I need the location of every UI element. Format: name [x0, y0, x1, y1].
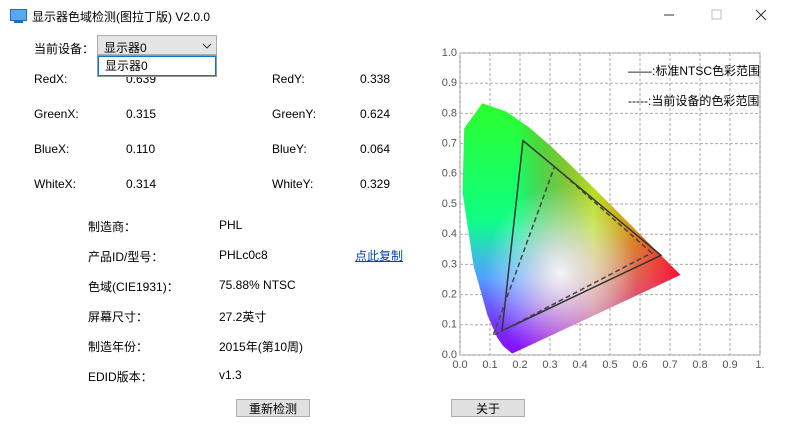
y-tick-label: 0.6 [442, 168, 457, 180]
legend-entry: ——:标准NTSC色彩范围 [628, 64, 760, 78]
info-value: v1.3 [219, 368, 242, 382]
coord-value: 0.110 [126, 142, 156, 156]
device-label: 当前设备： [34, 42, 95, 56]
x-tick-label: 0.0 [452, 359, 467, 371]
dropdown-option[interactable]: 显示器0 [98, 56, 216, 76]
x-tick-label: 0.3 [542, 359, 557, 371]
x-tick-label: 0.2 [512, 359, 527, 371]
info-value: 2015年(第10周) [219, 340, 304, 354]
y-tick-label: 0.2 [442, 289, 457, 301]
coord-label: RedX: [34, 72, 68, 86]
device-select-value: 显示器0 [104, 41, 147, 55]
coord-label: GreenX: [34, 107, 79, 121]
dropdown-arrow [202, 43, 212, 49]
x-tick-label: 1. [755, 359, 764, 371]
gamut-triangle [501, 139, 663, 333]
legend-entry: -----:当前设备的色彩范围 [628, 93, 759, 108]
y-tick-label: 0.8 [442, 107, 457, 119]
coord-value: 0.624 [360, 107, 391, 121]
dropdown-list: 显示器0 [97, 55, 217, 77]
y-tick-label: 0.9 [442, 77, 457, 89]
coord-label: BlueX: [34, 142, 70, 156]
coord-label: BlueY: [272, 142, 307, 156]
device-select[interactable]: 显示器0 [97, 35, 217, 55]
x-tick-label: 0.5 [602, 359, 617, 371]
y-tick-label: 0.0 [442, 349, 457, 361]
info-label: 色域(CIE1931)： [88, 280, 179, 294]
copy-link[interactable]: 点此复制 [355, 249, 404, 263]
x-tick-label: 0.6 [632, 359, 647, 371]
info-label: 屏幕尺寸： [88, 310, 149, 324]
x-tick-label: 0.8 [692, 359, 707, 371]
x-tick-label: 0.7 [662, 359, 677, 371]
app-icon [10, 9, 27, 21]
coord-value: 0.064 [360, 142, 391, 156]
info-value: PHLc0c8 [219, 248, 268, 262]
coord-label: GreenY: [272, 107, 317, 121]
close-button[interactable] [755, 9, 767, 21]
info-value: 27.2英寸 [219, 310, 267, 324]
info-label: 制造年份： [88, 340, 149, 354]
coord-label: WhiteY: [272, 177, 314, 191]
info-label: EDID版本： [88, 370, 153, 384]
y-tick-label: 0.3 [442, 258, 457, 270]
y-tick-label: 0.5 [442, 198, 457, 210]
spectral-locus [462, 103, 681, 354]
window-controls [664, 9, 767, 21]
coord-value: 0.329 [360, 177, 391, 191]
x-tick-label: 0.4 [572, 359, 587, 371]
y-tick-label: 0.1 [442, 319, 457, 331]
info-label: 制造商： [88, 220, 137, 234]
window-title: 显示器色域检测(图拉丁版) V2.0.0 [32, 10, 211, 24]
coord-value: 0.338 [360, 72, 391, 86]
coord-label: RedY: [272, 72, 305, 86]
about-button[interactable]: 关于 [451, 399, 525, 417]
info-value: 75.88% NTSC [219, 278, 296, 292]
x-tick-label: 0.9 [722, 359, 737, 371]
app-icon-stand [14, 21, 23, 23]
coord-label: WhiteX: [34, 177, 77, 191]
coord-value: 0.315 [126, 107, 157, 121]
maximize-button[interactable] [711, 9, 722, 20]
info-label: 产品ID/型号： [88, 250, 164, 264]
gamut-triangle [491, 165, 654, 338]
coord-value: 0.314 [126, 177, 157, 191]
y-tick-label: 0.4 [442, 228, 457, 240]
info-value: PHL [219, 218, 243, 232]
redetect-button[interactable]: 重新检测 [236, 399, 310, 417]
x-tick-label: 0.1 [482, 359, 497, 371]
y-tick-label: 0.7 [442, 138, 457, 150]
y-tick-label: 1.0 [442, 47, 457, 59]
